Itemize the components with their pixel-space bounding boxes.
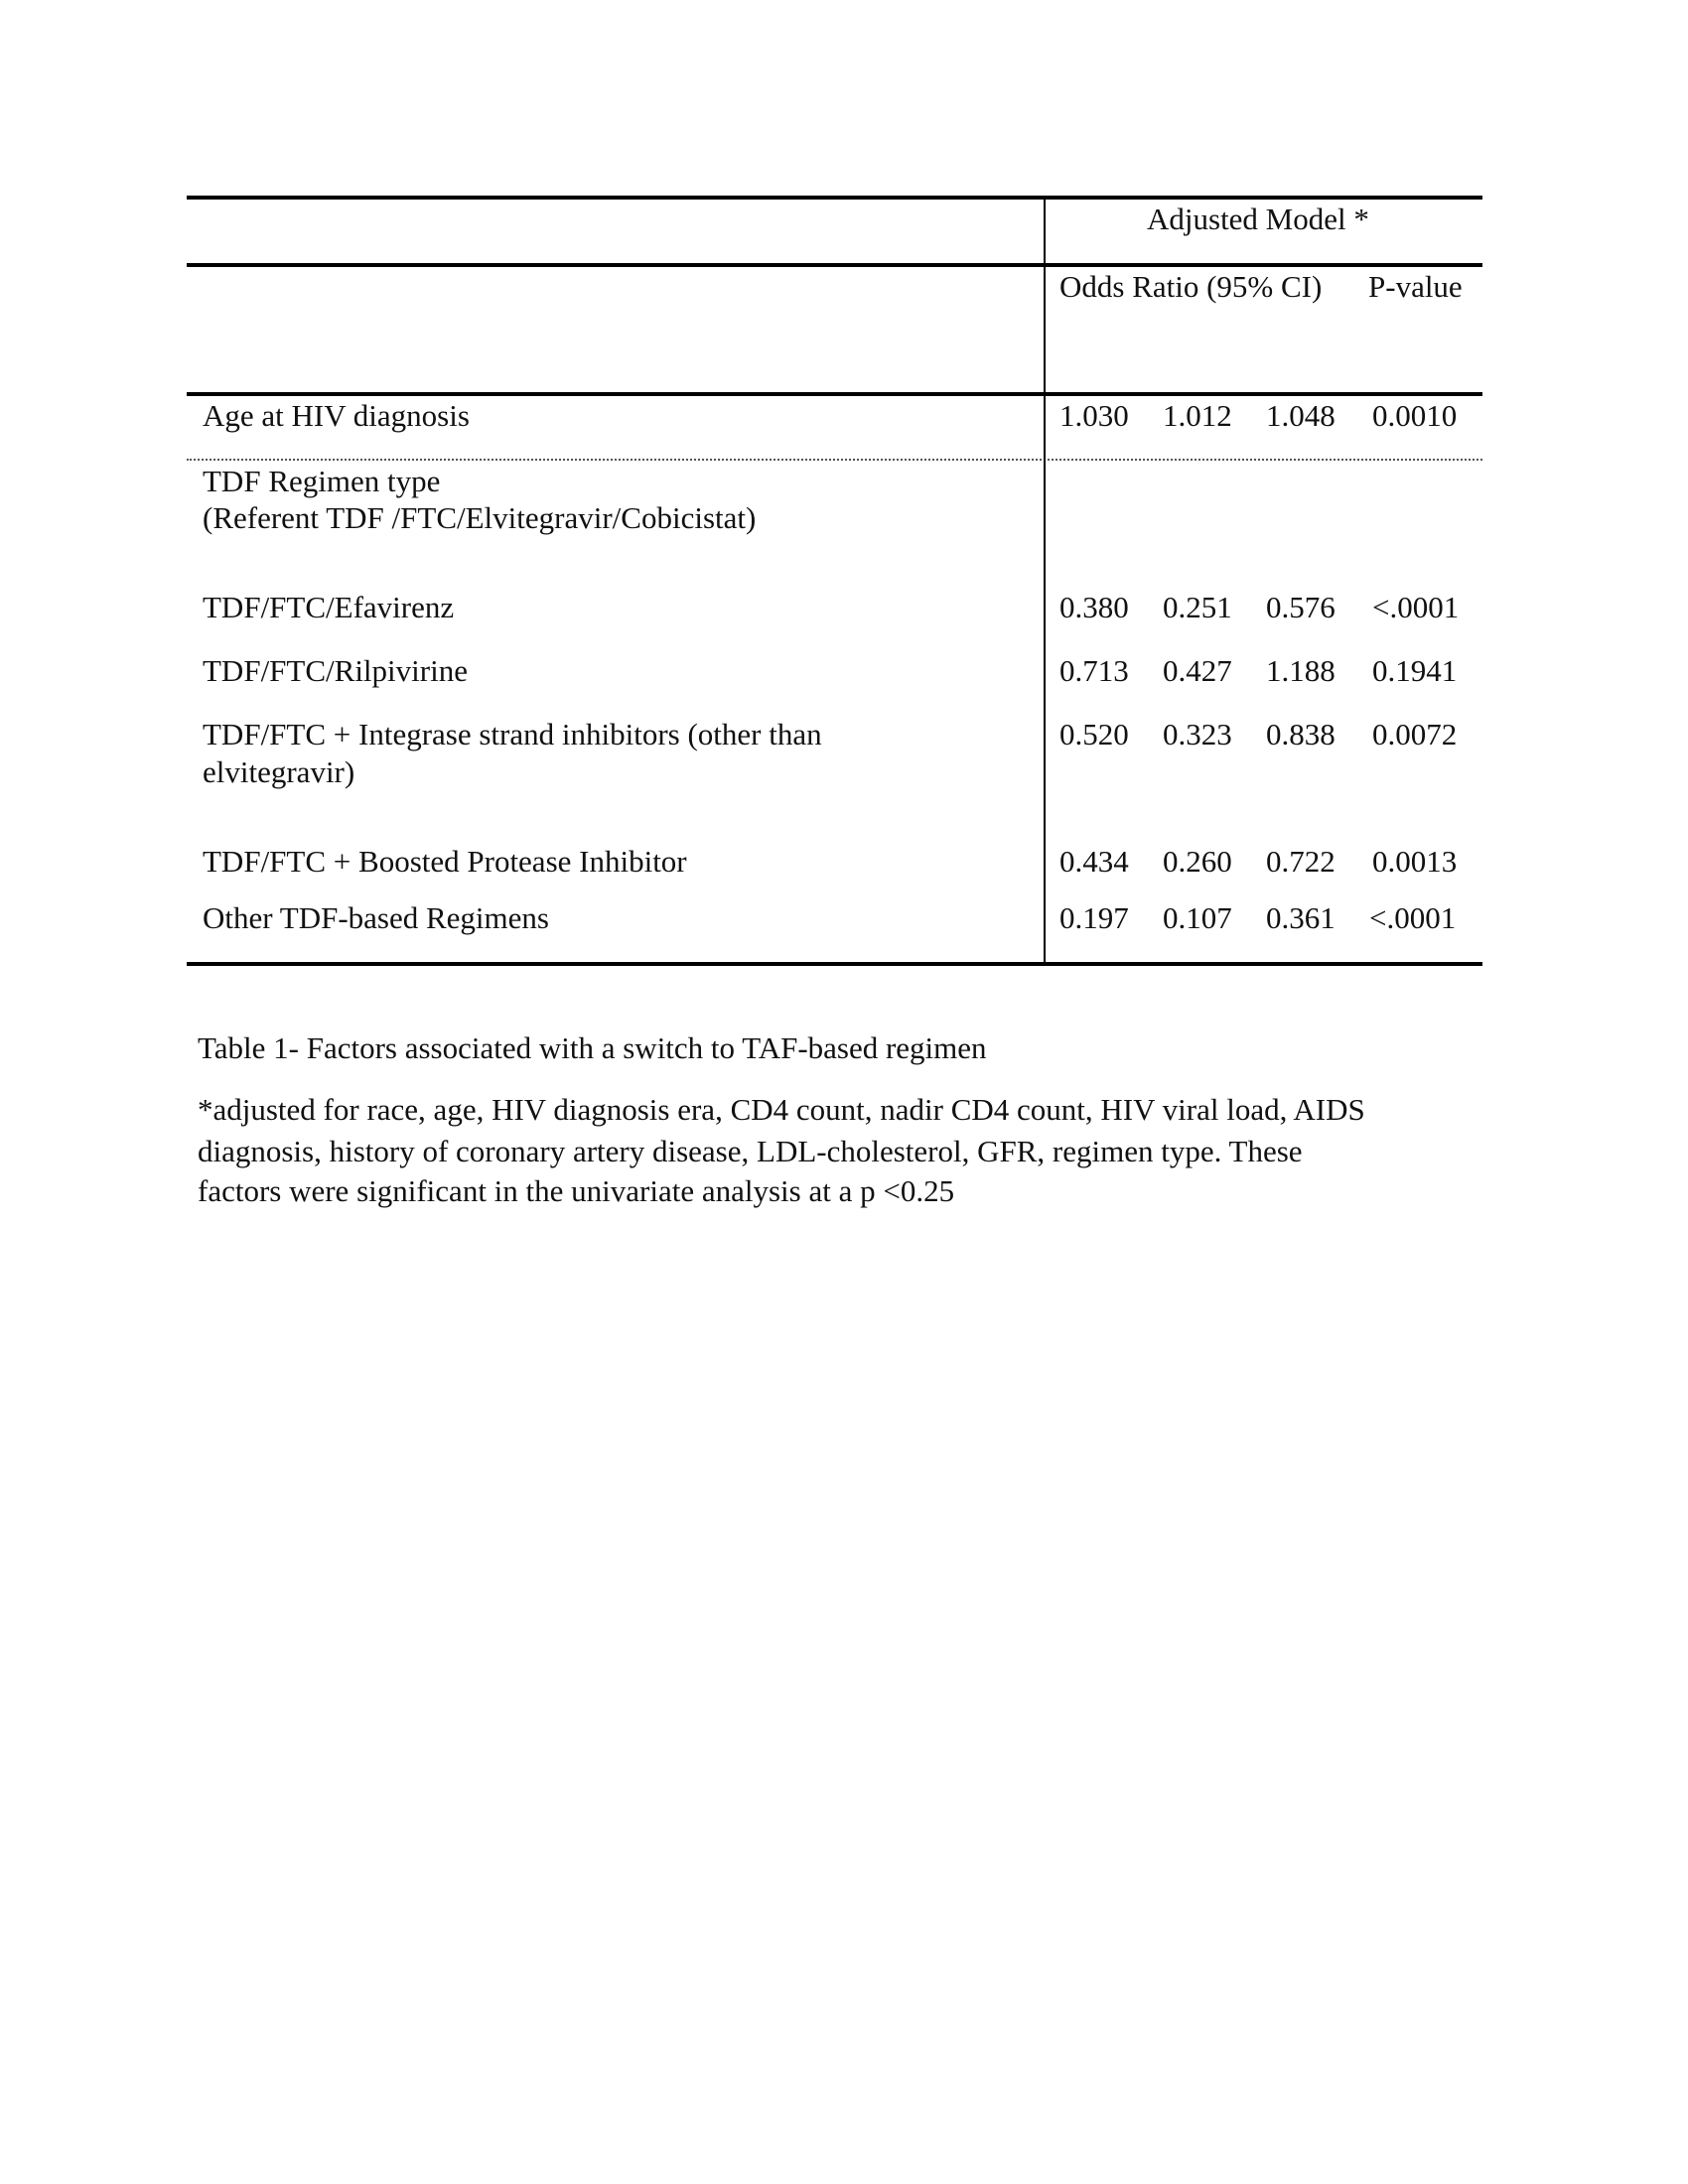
header-bottom-rule (187, 392, 1482, 396)
odds-ratio: 0.713 (1059, 653, 1129, 688)
p-value-header: P-value (1368, 269, 1463, 304)
ci-upper: 1.048 (1266, 398, 1336, 433)
ci-lower: 1.012 (1163, 398, 1232, 433)
table-bottom-rule (187, 962, 1482, 966)
footnote-line: factors were significant in the univaria… (198, 1173, 955, 1208)
row-label: TDF/FTC + Boosted Protease Inhibitor (203, 844, 687, 879)
ci-lower: 0.427 (1163, 653, 1232, 688)
ci-upper: 0.576 (1266, 590, 1336, 624)
odds-ratio: 0.434 (1059, 844, 1129, 879)
p-value: 0.0072 (1372, 717, 1458, 751)
row-sublabel: (Referent TDF /FTC/Elvitegravir/Cobicist… (203, 500, 757, 535)
odds-ratio-header: Odds Ratio (95% CI) (1059, 269, 1323, 304)
p-value: 0.0010 (1372, 398, 1458, 433)
row-label: Age at HIV diagnosis (203, 398, 470, 433)
row-label: TDF Regimen type (203, 464, 441, 498)
odds-ratio: 1.030 (1059, 398, 1129, 433)
dotted-divider (187, 459, 1482, 461)
row-sublabel: elvitegravir) (203, 754, 355, 789)
row-label: TDF/FTC/Efavirenz (203, 590, 455, 624)
odds-ratio: 0.197 (1059, 900, 1129, 935)
header-rule (187, 263, 1482, 267)
ci-lower: 0.107 (1163, 900, 1232, 935)
odds-ratio: 0.380 (1059, 590, 1129, 624)
ci-upper: 1.188 (1266, 653, 1336, 688)
ci-upper: 0.838 (1266, 717, 1336, 751)
p-value: <.0001 (1372, 590, 1460, 624)
p-value: 0.0013 (1372, 844, 1458, 879)
footnote-line: diagnosis, history of coronary artery di… (198, 1134, 1303, 1168)
adjusted-model-header: Adjusted Model * (1147, 202, 1369, 236)
odds-ratio: 0.520 (1059, 717, 1129, 751)
p-value: 0.1941 (1372, 653, 1458, 688)
footnote-line: *adjusted for race, age, HIV diagnosis e… (198, 1092, 1365, 1127)
row-label: TDF/FTC/Rilpivirine (203, 653, 468, 688)
row-label: TDF/FTC + Integrase strand inhibitors (o… (203, 717, 822, 751)
ci-lower: 0.323 (1163, 717, 1232, 751)
column-divider (1044, 198, 1046, 964)
ci-lower: 0.251 (1163, 590, 1232, 624)
ci-upper: 0.361 (1266, 900, 1336, 935)
ci-upper: 0.722 (1266, 844, 1336, 879)
table-caption: Table 1- Factors associated with a switc… (198, 1030, 987, 1065)
ci-lower: 0.260 (1163, 844, 1232, 879)
p-value: <.0001 (1369, 900, 1457, 935)
row-label: Other TDF-based Regimens (203, 900, 549, 935)
table-top-rule (187, 196, 1482, 200)
